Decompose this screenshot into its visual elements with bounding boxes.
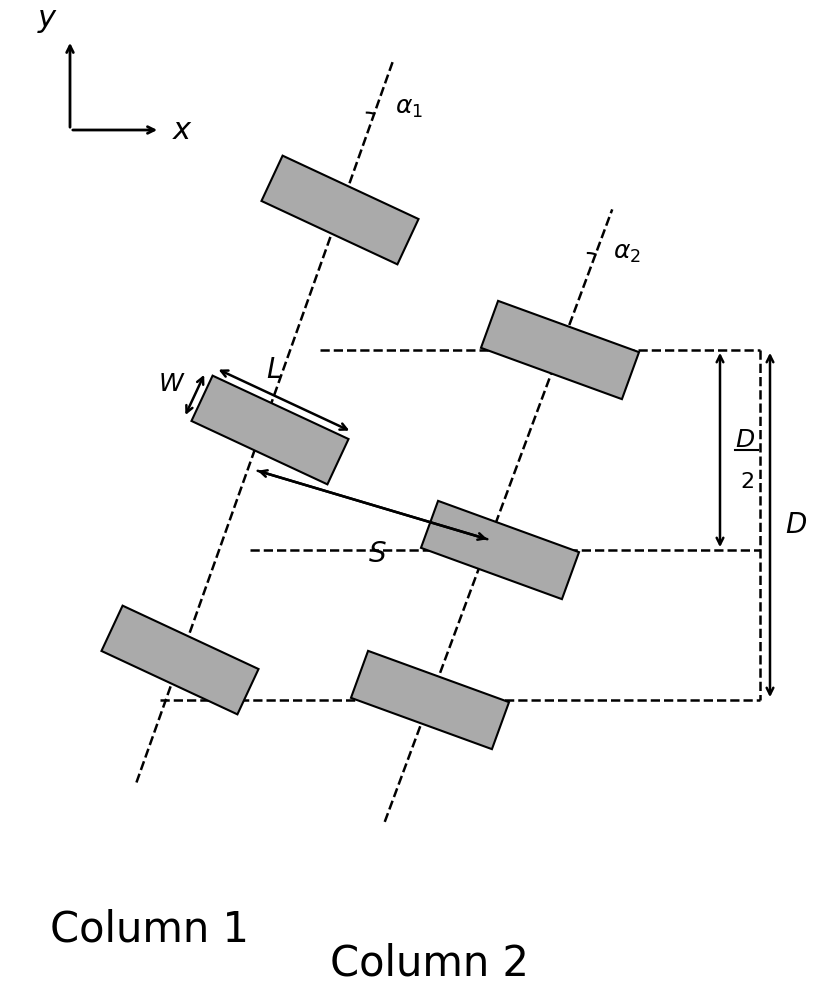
Text: $\alpha_1$: $\alpha_1$	[395, 96, 423, 120]
Text: Column 1: Column 1	[50, 908, 249, 950]
Text: $S$: $S$	[368, 540, 387, 568]
Text: $x$: $x$	[172, 116, 193, 145]
Polygon shape	[261, 156, 419, 264]
Text: $L$: $L$	[265, 356, 282, 384]
Polygon shape	[421, 501, 579, 599]
Text: $y$: $y$	[38, 6, 59, 35]
Polygon shape	[102, 606, 259, 714]
Text: $\alpha_2$: $\alpha_2$	[613, 241, 640, 265]
Text: $2$: $2$	[740, 472, 754, 492]
Text: $D$: $D$	[735, 428, 755, 452]
Text: $W$: $W$	[158, 372, 186, 396]
Polygon shape	[192, 376, 349, 484]
Text: Column 2: Column 2	[330, 943, 529, 985]
Polygon shape	[481, 301, 639, 399]
Text: $D$: $D$	[785, 511, 807, 539]
Polygon shape	[351, 651, 509, 749]
